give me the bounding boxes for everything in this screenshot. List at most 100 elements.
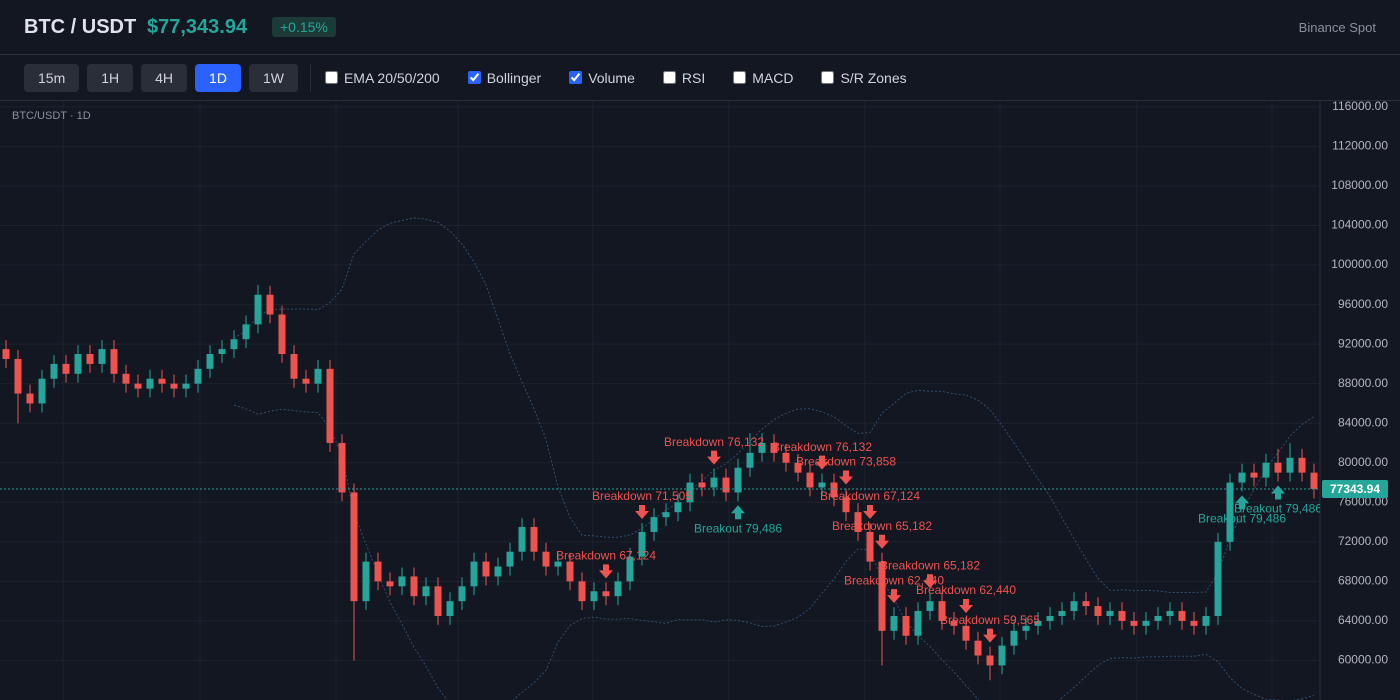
breakdown-label: Breakdown 65,182 bbox=[832, 519, 932, 533]
candle-body bbox=[1046, 615, 1054, 621]
candle-body bbox=[830, 482, 838, 498]
checkbox[interactable] bbox=[733, 71, 747, 84]
candle-body bbox=[38, 378, 46, 404]
candle-body bbox=[182, 383, 190, 389]
indicator-toggle[interactable]: EMA 20/50/200 bbox=[324, 69, 440, 86]
breakdown-arrow bbox=[863, 505, 877, 520]
y-tick-label: 116000.00 bbox=[1332, 101, 1388, 113]
plot: Breakdown 67,124 Breakdown 71,505 Breakdow… bbox=[2, 217, 1322, 700]
breakdown-label: Breakdown 67,124 bbox=[556, 549, 656, 563]
indicator-toggle[interactable]: S/R Zones bbox=[821, 70, 907, 86]
candle-body bbox=[746, 452, 754, 468]
y-tick-label: 100000.00 bbox=[1331, 257, 1388, 271]
separator bbox=[309, 63, 311, 92]
header: BTC / USDT $77,343.94 +0.15% Binance Spo… bbox=[0, 0, 1400, 55]
candle-body bbox=[1310, 472, 1318, 490]
checkbox[interactable] bbox=[569, 71, 583, 84]
candle-body bbox=[302, 378, 310, 384]
breakdown-arrow bbox=[875, 534, 889, 549]
breakdown-label: Breakdown 65,182 bbox=[880, 558, 980, 572]
breakdown-arrow bbox=[635, 505, 649, 520]
candle-body bbox=[638, 531, 646, 557]
candle-body bbox=[422, 586, 430, 597]
candle-body bbox=[398, 576, 406, 587]
candle-body bbox=[434, 586, 442, 616]
candle-body bbox=[578, 581, 586, 602]
candle-body bbox=[98, 349, 106, 364]
checkbox[interactable] bbox=[662, 71, 676, 84]
candle-body bbox=[386, 581, 394, 587]
candle-body bbox=[1082, 601, 1090, 607]
candle-body bbox=[74, 354, 82, 374]
candle-body bbox=[1034, 620, 1042, 626]
candle-body bbox=[1070, 601, 1078, 612]
candle-body bbox=[698, 482, 706, 488]
candle-body bbox=[2, 349, 10, 359]
candle-body bbox=[1190, 620, 1198, 626]
y-tick-label: 92000.00 bbox=[1338, 336, 1388, 350]
indicator-toggle[interactable]: Volume bbox=[569, 70, 635, 86]
candle-body bbox=[506, 551, 514, 567]
candle-body bbox=[914, 611, 922, 636]
change-badge: +0.15% bbox=[272, 17, 336, 37]
y-tick-label: 60000.00 bbox=[1338, 653, 1388, 667]
candle-body bbox=[818, 482, 826, 488]
timeframe-button[interactable]: 15m bbox=[24, 63, 80, 92]
candle-body bbox=[614, 581, 622, 597]
candle-body bbox=[1286, 457, 1294, 473]
candle-body bbox=[938, 601, 946, 621]
candle-body bbox=[1202, 615, 1210, 626]
candle-body bbox=[902, 615, 910, 636]
chart-label: BTC/USDT · 1D bbox=[12, 110, 91, 122]
indicator-toggle[interactable]: Bollinger bbox=[467, 69, 542, 86]
candle-body bbox=[554, 561, 562, 567]
candle-body bbox=[590, 591, 598, 602]
candle-body bbox=[998, 645, 1006, 666]
candle-body bbox=[194, 368, 202, 384]
y-tick-label: 112000.00 bbox=[1332, 139, 1388, 153]
candle-body bbox=[794, 462, 802, 473]
candle-body bbox=[1106, 611, 1114, 616]
indicator-toggle[interactable]: RSI bbox=[662, 70, 705, 86]
timeframe-button[interactable]: 1W bbox=[248, 63, 298, 92]
bollinger-upper bbox=[233, 217, 1315, 593]
candle-body bbox=[218, 349, 226, 355]
candle-body bbox=[254, 294, 262, 325]
exchange: Binance Spot bbox=[1298, 20, 1376, 35]
candle-body bbox=[758, 442, 766, 453]
timeframe-button[interactable]: 4H bbox=[141, 63, 188, 92]
checkbox[interactable] bbox=[467, 71, 481, 84]
y-tick-label: 96000.00 bbox=[1338, 297, 1388, 311]
indicator-label: Bollinger bbox=[486, 69, 542, 86]
breakout-label: Breakout 79,486 bbox=[1198, 512, 1286, 526]
candle-body bbox=[734, 467, 742, 493]
breakout-label: Breakout 79,486 bbox=[1234, 502, 1322, 516]
checkbox[interactable] bbox=[324, 71, 338, 84]
indicator-label: EMA 20/50/200 bbox=[343, 69, 440, 86]
candle-body bbox=[806, 472, 814, 488]
candle-body bbox=[626, 556, 634, 582]
timeframe-button[interactable]: 1H bbox=[87, 63, 134, 92]
candle-body bbox=[1130, 620, 1138, 626]
candle-body bbox=[86, 354, 94, 364]
candle-body bbox=[1178, 611, 1186, 621]
indicator-toggle[interactable]: MACD bbox=[733, 70, 793, 86]
checkbox[interactable] bbox=[821, 71, 835, 84]
candle-body bbox=[662, 512, 670, 518]
candle-body bbox=[1262, 462, 1270, 478]
candle-body bbox=[278, 314, 286, 355]
candle-body bbox=[770, 442, 778, 453]
candle-body bbox=[782, 452, 790, 463]
y-tick-label: 88000.00 bbox=[1338, 376, 1388, 390]
y-tick-label: 72000.00 bbox=[1338, 534, 1388, 548]
candle-body bbox=[122, 373, 130, 384]
breakdown-label: Breakdown 76,132 bbox=[664, 435, 764, 449]
y-tick-label: 64000.00 bbox=[1338, 613, 1388, 627]
candle-body bbox=[50, 363, 58, 379]
candle-body bbox=[722, 477, 730, 493]
breakdown-arrow bbox=[599, 564, 613, 579]
candle-body bbox=[290, 354, 298, 379]
candle-body bbox=[1238, 472, 1246, 483]
timeframe-button[interactable]: 1D bbox=[195, 63, 241, 92]
